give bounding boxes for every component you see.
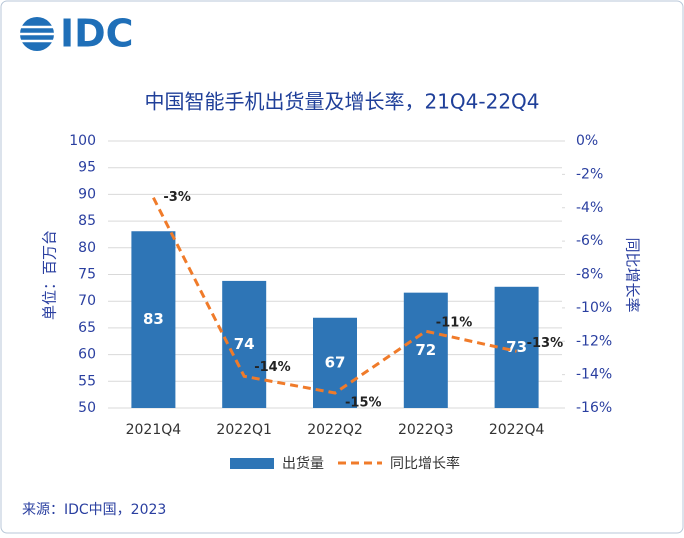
y-tick-label: 70 [78, 293, 96, 309]
chart-title: 中国智能手机出货量及增长率，21Q4-22Q4 [144, 90, 539, 114]
y2-tick-label: -8% [576, 267, 603, 283]
y-tick-label: 80 [78, 240, 96, 256]
y-tick-label: 60 [78, 347, 96, 363]
y2-tick-label: -16% [576, 400, 612, 416]
y-tick-label: 75 [78, 267, 96, 283]
y-tick-label: 55 [78, 373, 96, 389]
legend-swatch [230, 458, 274, 469]
logo-text: IDC [60, 12, 134, 56]
line-label: -11% [436, 316, 473, 331]
source: 来源：IDC中国，2023 [22, 502, 166, 518]
y-tick-label: 85 [78, 213, 96, 229]
y2-axis-title: 同比增长率 [624, 237, 642, 312]
y-axis-title: 单位：百万台 [41, 230, 59, 320]
y-tick-label: 50 [78, 400, 96, 416]
bar [222, 280, 267, 408]
y-tick-label: 90 [78, 186, 96, 202]
y-tick-label: 100 [69, 133, 96, 149]
line [152, 197, 517, 395]
y2-tick-label: -6% [576, 233, 603, 249]
line-label: -14% [254, 360, 291, 375]
bar-label: 73 [506, 338, 527, 356]
x-tick-label: 2022Q4 [489, 422, 545, 438]
bar-label: 67 [325, 353, 346, 371]
x-tick-label: 2022Q3 [398, 422, 454, 438]
logo-globe [20, 17, 54, 51]
line-label: -3% [163, 190, 190, 205]
x-tick-label: 2021Q4 [126, 422, 182, 438]
bar-label: 74 [234, 335, 255, 353]
legend-label: 出货量 [282, 455, 324, 472]
y2-tick-label: -2% [576, 166, 603, 182]
y2-tick-label: 0% [576, 133, 598, 149]
y2-tick-label: -14% [576, 367, 612, 383]
y2-tick-label: -12% [576, 333, 612, 349]
y-tick-label: 65 [78, 320, 96, 336]
y2-tick-label: -10% [576, 300, 612, 316]
legend-label: 同比增长率 [390, 455, 460, 472]
y2-tick-label: -4% [576, 200, 603, 216]
x-tick-label: 2022Q2 [307, 422, 363, 438]
bar-label: 83 [143, 310, 164, 328]
x-tick-label: 2022Q1 [216, 422, 272, 438]
bar-label: 72 [415, 341, 436, 359]
y-tick-label: 95 [78, 160, 96, 176]
line-label: -13% [527, 336, 564, 351]
line-label: -15% [345, 395, 382, 410]
bar [494, 286, 539, 408]
bar [403, 292, 448, 408]
bar [131, 231, 176, 408]
